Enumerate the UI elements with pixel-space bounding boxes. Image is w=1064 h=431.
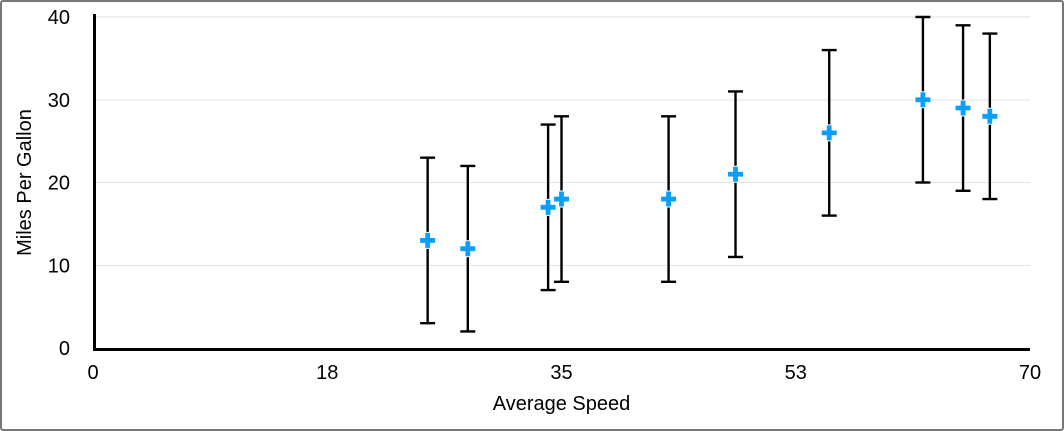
y-axis-title: Miles Per Gallon [14, 109, 36, 256]
data-point-marker[interactable] [820, 124, 838, 142]
data-point-marker[interactable] [981, 107, 999, 125]
data-point-marker[interactable] [539, 198, 557, 216]
x-tick-label: 70 [1019, 362, 1041, 384]
data-point-marker[interactable] [914, 91, 932, 109]
x-tick-label: 53 [785, 362, 807, 384]
x-tick-label: 35 [550, 362, 572, 384]
data-point-marker[interactable] [727, 165, 745, 183]
y-tick-label: 30 [48, 90, 70, 112]
y-tick-label: 10 [48, 255, 70, 277]
y-tick-label: 40 [48, 7, 70, 29]
data-point-marker[interactable] [419, 231, 437, 249]
data-point-marker[interactable] [459, 240, 477, 258]
data-point-marker[interactable] [954, 99, 972, 117]
y-tick-label: 20 [48, 173, 70, 195]
x-tick-label: 18 [316, 362, 338, 384]
y-tick-label: 0 [59, 338, 70, 360]
x-axis-title: Average Speed [493, 393, 631, 415]
data-point-marker[interactable] [553, 190, 570, 208]
x-tick-label: 0 [87, 362, 98, 384]
data-point-marker[interactable] [660, 190, 678, 208]
